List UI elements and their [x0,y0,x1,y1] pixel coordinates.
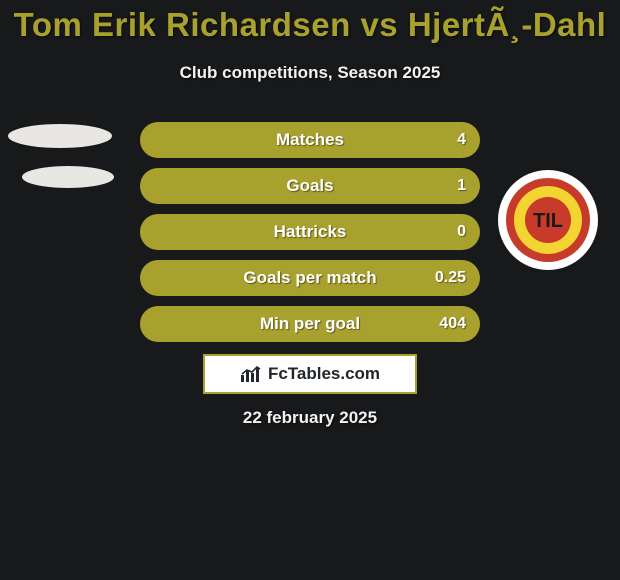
stat-bar-label: Goals [286,176,333,196]
subtitle: Club competitions, Season 2025 [0,63,620,83]
badge-inner-text: TIL [533,210,563,232]
stat-bar: Goals 1 [140,168,480,204]
stat-bar: Goals per match 0.25 [140,260,480,296]
stat-bar-label: Hattricks [274,222,347,242]
page-title: Tom Erik Richardsen vs HjertÃ¸-Dahl [0,0,620,44]
stat-bar: Min per goal 404 [140,306,480,342]
ellipse-shape [22,166,114,188]
stat-bar-value: 0.25 [435,269,466,287]
stat-bar: Hattricks 0 [140,214,480,250]
club-badge-icon: TIL [498,170,598,270]
stat-bar: Matches 4 [140,122,480,158]
brand-chart-icon [240,365,262,383]
stat-bar-label: Matches [276,130,344,150]
stat-bar-value: 1 [457,177,466,195]
stat-bar-value: 404 [439,315,466,333]
stats-comparison-card: Tom Erik Richardsen vs HjertÃ¸-Dahl Club… [0,0,620,580]
club-badge: TIL [498,170,598,270]
brand-box: FcTables.com [203,354,417,394]
ellipse-shape [8,124,112,148]
stat-bar-value: 4 [457,131,466,149]
stat-bar-label: Goals per match [243,268,376,288]
brand-text: FcTables.com [268,364,380,384]
stat-bars: Matches 4 Goals 1 Hattricks 0 Goals per match 0… [140,122,480,352]
stat-bar-label: Min per goal [260,314,360,334]
stat-bar-value: 0 [457,223,466,241]
date-text: 22 february 2025 [0,408,620,428]
